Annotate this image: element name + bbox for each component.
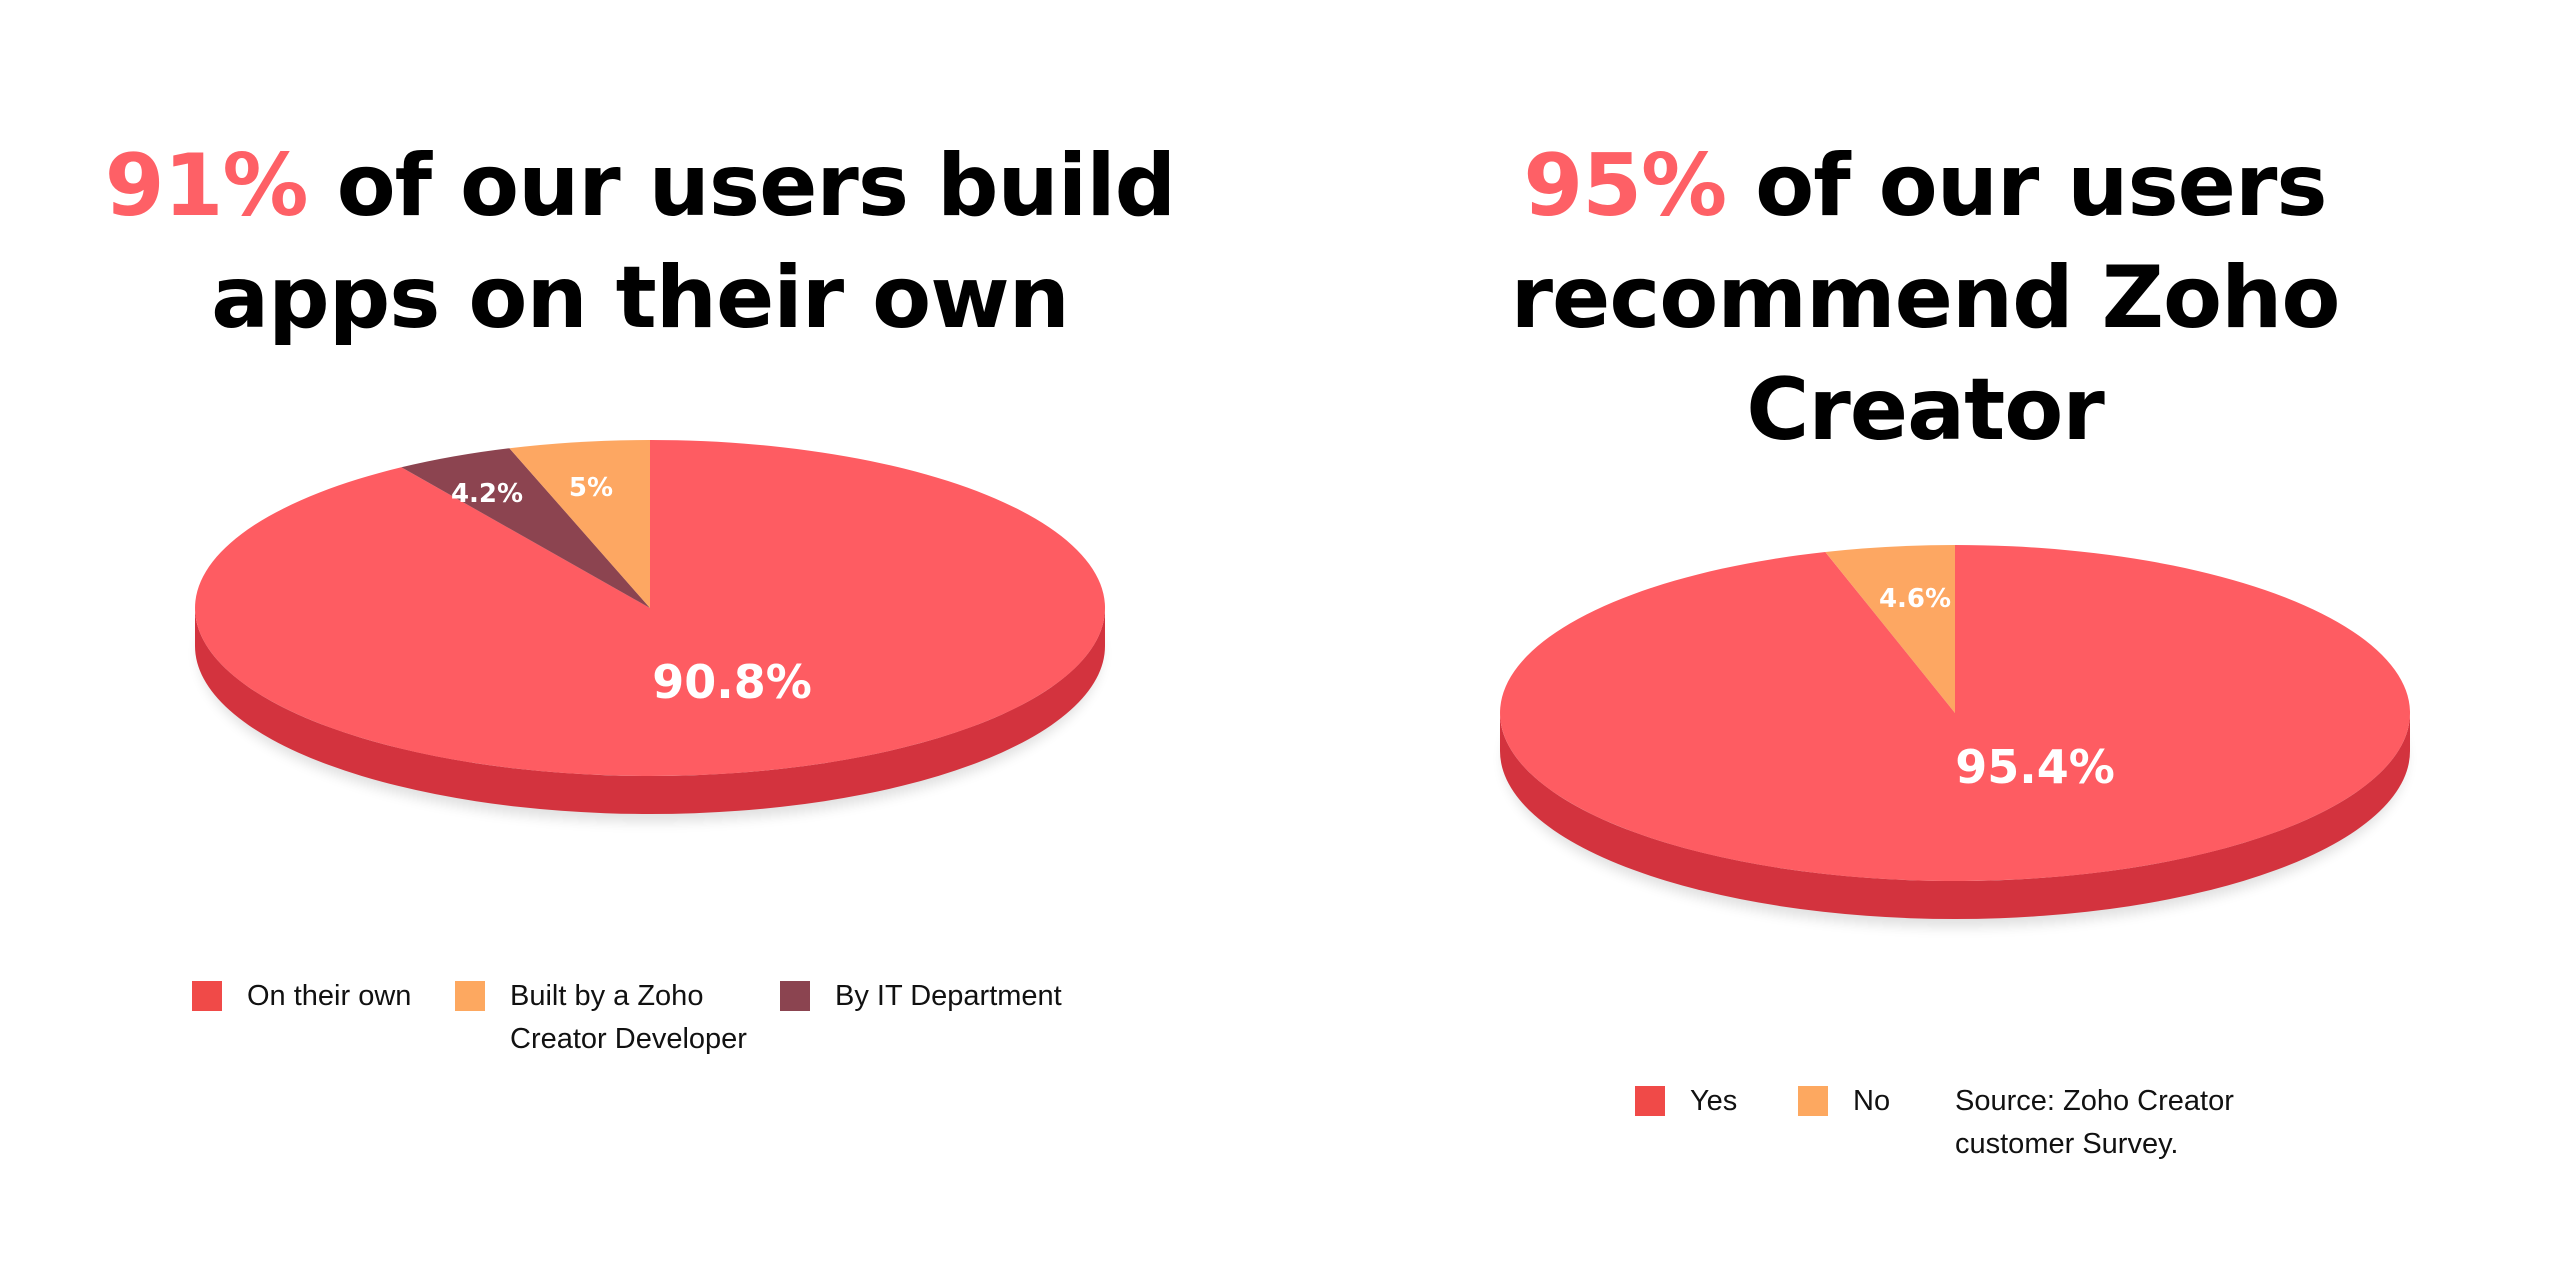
legend-label-yes: Yes: [1690, 1085, 1738, 1117]
right-pie-chart: 95.4% 4.6%: [1500, 545, 2411, 927]
left-headline: 91% of our users build apps on their own: [80, 130, 1200, 354]
right-headline-line1: of our users: [1755, 136, 2327, 236]
pie-label-built-by-a-zoho-creator-developer: 5%: [569, 473, 613, 503]
right-headline-line3: Creator: [1746, 360, 2104, 460]
pie-label-by-it-department: 4.2%: [451, 479, 523, 509]
left-legend: On their own Built by a Zoho Creator Dev…: [192, 975, 1092, 1075]
pie-slice-on-their-own: [195, 440, 1106, 776]
left-headline-accent: 91%: [104, 136, 309, 236]
legend-label-it-department: By IT Department: [835, 980, 1062, 1012]
left-panel: 91% of our users build apps on their own…: [80, 130, 1200, 1075]
legend-label-on-their-own: On their own: [247, 980, 412, 1012]
pie-slice-by-it-department: [401, 448, 650, 608]
right-panel: 95% of our users recommend Zoho Creator …: [1285, 0, 2570, 1262]
pie-slice-yes: [1500, 545, 2411, 881]
right-legend: Yes No: [1635, 1080, 2535, 1180]
right-headline: 95% of our users recommend Zoho Creator: [1365, 130, 2485, 466]
pie-label-yes: 95.4%: [1955, 740, 2115, 794]
right-headline-line2: recommend Zoho: [1510, 248, 2341, 348]
legend-label-no: No: [1853, 1085, 1891, 1117]
legend-swatch-yes: [1635, 1086, 1665, 1116]
pie-slice-built-by-a-zoho-creator-developer: [509, 440, 650, 608]
pie-side-wall: [1500, 713, 2410, 919]
legend-swatch-no: [1798, 1086, 1828, 1116]
legend-swatch-zoho-developer: [455, 981, 485, 1011]
left-headline-line1: of our users build: [336, 136, 1177, 236]
source-note-line2: customer Survey.: [1955, 1128, 2179, 1160]
source-note: Source: Zoho Creator customer Survey.: [1955, 1080, 2234, 1166]
pie-label-no: 4.6%: [1879, 584, 1951, 614]
left-pie-chart: 90.8% 4.2% 5%: [195, 440, 1106, 822]
legend-swatch-it-department: [780, 981, 810, 1011]
legend-label-zoho-developer: Built by a Zoho Creator Developer: [510, 980, 747, 1055]
left-headline-line2: apps on their own: [211, 248, 1070, 348]
source-note-line1: Source: Zoho Creator: [1955, 1085, 2234, 1117]
legend-swatch-on-their-own: [192, 981, 222, 1011]
pie-side-wall: [195, 608, 1105, 814]
right-headline-accent: 95%: [1523, 136, 1727, 236]
pie-slice-no: [1825, 545, 1955, 713]
pie-label-on-their-own: 90.8%: [652, 655, 812, 709]
